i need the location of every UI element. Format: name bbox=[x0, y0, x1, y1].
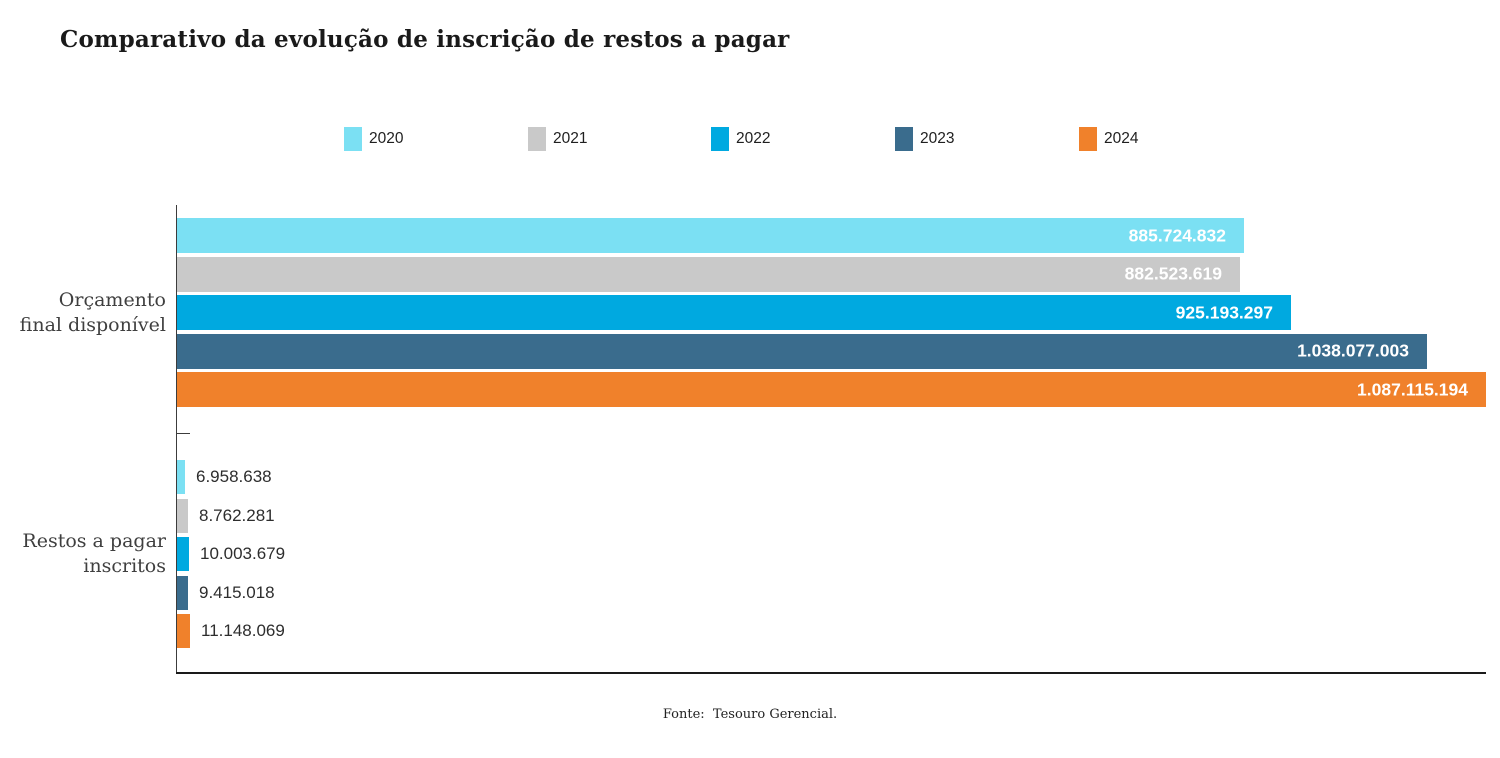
bar-row-2023: 9.415.018 bbox=[177, 575, 1497, 610]
bar-value-label: 925.193.297 bbox=[1175, 302, 1273, 322]
bar-restos-a-pagar-inscritos-2020 bbox=[177, 460, 185, 494]
bar-row-2021: 882.523.619 bbox=[177, 256, 1497, 292]
bar-orçamento-final-disponível-2023: 1.038.077.003 bbox=[177, 333, 1427, 369]
legend-label: 2021 bbox=[553, 130, 588, 147]
legend-swatch-2020 bbox=[344, 127, 362, 151]
bar-orçamento-final-disponível-2020: 885.724.832 bbox=[177, 218, 1244, 253]
legend-item-2024: 2024 bbox=[1079, 127, 1138, 151]
bar-value-label: 1.087.115.194 bbox=[1357, 379, 1468, 399]
legend-label: 2020 bbox=[369, 130, 404, 147]
bar-restos-a-pagar-inscritos-2024 bbox=[177, 614, 190, 648]
legend-item-2021: 2021 bbox=[528, 127, 587, 151]
bar-value-label: 882.523.619 bbox=[1124, 263, 1222, 284]
bar-value-label: 6.958.638 bbox=[196, 467, 272, 486]
legend-label: 2024 bbox=[1104, 130, 1139, 147]
bar-value-label: 885.724.832 bbox=[1128, 225, 1226, 245]
chart-title: Comparativo da evolução de inscrição de … bbox=[60, 26, 790, 53]
bar-restos-a-pagar-inscritos-2021 bbox=[177, 498, 188, 533]
bar-value-label: 11.148.069 bbox=[201, 621, 285, 640]
bar-orçamento-final-disponível-2024: 1.087.115.194 bbox=[177, 372, 1486, 407]
legend-swatch-2023 bbox=[895, 127, 913, 151]
bar-row-2021: 8.762.281 bbox=[177, 498, 1497, 533]
bar-value-label: 8.762.281 bbox=[199, 505, 275, 525]
bar-value-label: 9.415.018 bbox=[199, 582, 275, 602]
legend-swatch-2021 bbox=[528, 127, 546, 151]
bar-row-2024: 1.087.115.194 bbox=[177, 372, 1497, 407]
bar-orçamento-final-disponível-2021: 882.523.619 bbox=[177, 256, 1240, 292]
bar-row-2022: 10.003.679 bbox=[177, 537, 1497, 571]
category-label: Orçamento final disponível bbox=[19, 288, 166, 336]
bar-row-2024: 11.148.069 bbox=[177, 614, 1497, 648]
y-axis-line bbox=[176, 205, 177, 673]
legend-swatch-2024 bbox=[1079, 127, 1097, 151]
legend-label: 2022 bbox=[736, 130, 771, 147]
bar-value-label: 10.003.679 bbox=[200, 544, 286, 563]
bar-row-2020: 885.724.832 bbox=[177, 218, 1497, 253]
x-axis-line bbox=[176, 672, 1486, 674]
bar-row-2020: 6.958.638 bbox=[177, 460, 1497, 494]
bar-value-label: 1.038.077.003 bbox=[1297, 340, 1409, 361]
bar-orçamento-final-disponível-2022: 925.193.297 bbox=[177, 295, 1291, 330]
bar-restos-a-pagar-inscritos-2022 bbox=[177, 537, 189, 571]
bar-row-2023: 1.038.077.003 bbox=[177, 333, 1497, 369]
bar-row-2022: 925.193.297 bbox=[177, 295, 1497, 330]
legend-item-2022: 2022 bbox=[711, 127, 770, 151]
category-divider-tick bbox=[176, 433, 190, 434]
legend-label: 2023 bbox=[920, 130, 955, 147]
category-label: Restos a pagar inscritos bbox=[22, 529, 166, 577]
legend-item-2020: 2020 bbox=[344, 127, 403, 151]
source-note: Fonte: Tesouro Gerencial. bbox=[662, 707, 838, 722]
legend-item-2023: 2023 bbox=[895, 127, 954, 151]
bar-restos-a-pagar-inscritos-2023 bbox=[177, 575, 188, 610]
legend-swatch-2022 bbox=[711, 127, 729, 151]
